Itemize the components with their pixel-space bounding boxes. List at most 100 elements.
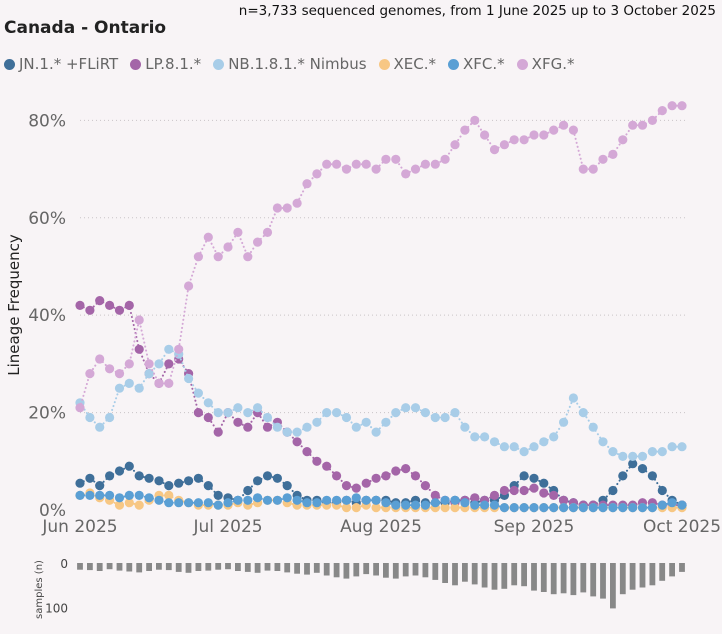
data-point <box>203 498 213 508</box>
data-point <box>312 417 322 427</box>
data-point <box>203 232 213 242</box>
sample-bar <box>452 563 458 586</box>
sample-bar <box>126 563 133 572</box>
data-point <box>401 403 411 413</box>
sample-bar <box>669 563 675 577</box>
sample-bar <box>175 563 182 572</box>
data-point <box>489 145 500 155</box>
data-point <box>529 130 539 140</box>
data-point <box>193 408 203 418</box>
series-xfg <box>75 101 687 413</box>
data-point <box>509 135 519 145</box>
data-point <box>499 140 509 150</box>
data-point <box>272 473 282 483</box>
sample-bar <box>462 563 468 582</box>
data-point <box>371 427 381 437</box>
data-point <box>489 490 500 500</box>
data-point <box>193 252 203 262</box>
data-point <box>272 495 282 505</box>
data-point <box>420 159 430 169</box>
data-point <box>588 164 598 174</box>
legend-marker <box>130 58 142 70</box>
legend-item-jn1[interactable]: JN.1.* +FLiRT <box>4 55 118 73</box>
series-line <box>79 299 683 507</box>
data-point <box>470 115 480 125</box>
sample-bar <box>659 563 666 581</box>
sample-bar <box>491 563 498 590</box>
legend-item-xfc[interactable]: XFC.* <box>448 55 505 73</box>
data-point <box>341 495 352 505</box>
data-point <box>361 478 371 488</box>
data-point <box>677 442 687 452</box>
legend-label: JN.1.* +FLiRT <box>19 55 119 73</box>
sample-bar <box>323 563 330 576</box>
data-point <box>213 427 223 437</box>
legend-label: XFC.* <box>463 55 505 73</box>
data-point <box>637 503 648 513</box>
data-point <box>233 227 243 237</box>
sample-bar <box>600 563 606 599</box>
legend-marker <box>4 58 15 70</box>
sample-bar <box>560 563 567 594</box>
data-point <box>85 412 95 423</box>
data-point <box>381 417 391 427</box>
legend-item-nb181[interactable]: NB.1.8.1.* Nimbus <box>213 55 367 73</box>
data-point <box>85 305 95 315</box>
data-point <box>598 437 608 447</box>
data-point <box>430 490 440 500</box>
bar-y-tick-label: 0 <box>60 557 68 571</box>
data-point <box>253 476 263 486</box>
sample-bar <box>313 563 320 573</box>
data-point <box>302 422 312 432</box>
sample-bar <box>185 563 192 573</box>
data-point <box>114 500 125 510</box>
data-point <box>450 408 460 418</box>
data-point <box>332 495 342 505</box>
sample-bar <box>235 563 241 571</box>
data-point <box>243 408 253 418</box>
legend-item-lp81[interactable]: LP.8.1.* <box>130 55 201 73</box>
data-point <box>450 503 460 513</box>
chart-title: Canada - Ontario <box>4 18 167 38</box>
data-point <box>322 159 332 169</box>
data-point <box>302 447 312 457</box>
legend-item-xec[interactable]: XEC.* <box>378 55 436 73</box>
data-point <box>134 315 144 325</box>
data-point <box>164 359 174 369</box>
y-tick-label: 40% <box>28 306 66 326</box>
data-point <box>124 461 134 471</box>
legend-marker <box>516 58 528 70</box>
sample-bar <box>294 563 300 574</box>
sample-bar <box>244 563 251 572</box>
data-point <box>480 130 490 140</box>
data-point <box>114 305 125 315</box>
legend-item-xfg[interactable]: XFG.* <box>516 55 574 73</box>
data-point <box>618 451 628 461</box>
data-point <box>164 498 174 508</box>
data-point <box>549 503 559 513</box>
data-point <box>371 164 381 174</box>
data-point <box>75 403 85 413</box>
data-point <box>618 135 628 145</box>
data-point <box>322 495 332 505</box>
data-point <box>292 495 302 505</box>
data-point <box>184 498 194 508</box>
data-point <box>144 369 154 379</box>
data-point <box>410 471 421 481</box>
y-tick-label: 80% <box>28 111 66 131</box>
data-point <box>647 503 658 513</box>
data-point <box>657 447 667 457</box>
data-point <box>292 437 302 447</box>
data-point <box>381 498 391 508</box>
data-point <box>499 485 509 496</box>
data-point <box>667 442 677 452</box>
data-point <box>460 422 470 432</box>
data-point <box>282 203 292 213</box>
data-point <box>322 408 332 418</box>
sample-bar <box>284 563 291 573</box>
data-point <box>568 125 579 135</box>
data-point <box>85 473 95 483</box>
sample-bar <box>165 563 172 571</box>
data-point <box>440 495 450 505</box>
